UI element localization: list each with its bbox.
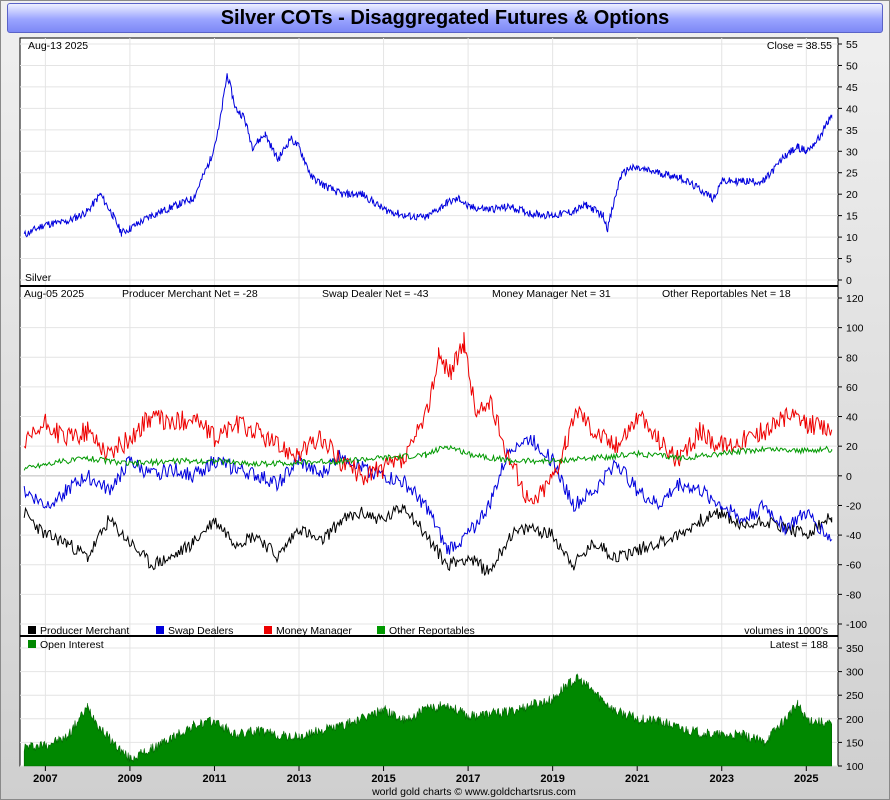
net-y-tick: 40: [846, 412, 858, 424]
net-date-label: Aug-05 2025: [24, 288, 84, 300]
net-y-ticks: -100 -80 -60 -40 -20 0 20 40 60 80 100 120: [838, 293, 867, 631]
x-tick-label: 2019: [540, 773, 564, 785]
legend-swap: Swap Dealers: [168, 625, 233, 637]
x-tick-label: 2009: [118, 773, 142, 785]
oi-y-tick: 250: [846, 690, 864, 702]
legend-money: Money Manager: [276, 625, 352, 637]
swap-net-label: Swap Dealer Net = -43: [322, 288, 429, 300]
x-tick-label: 2015: [371, 773, 395, 785]
net-y-tick: -80: [846, 589, 861, 601]
legend-swatch-producer: [28, 626, 36, 634]
price-y-tick: 55: [846, 39, 858, 51]
price-y-tick: 50: [846, 60, 858, 72]
price-y-tick: 25: [846, 168, 858, 180]
x-tick-label: 2023: [710, 773, 734, 785]
other-net-label: Other Reportables Net = 18: [662, 288, 791, 300]
x-tick-label: 2013: [287, 773, 311, 785]
net-y-tick: 120: [846, 293, 864, 305]
net-series-swap-dealers: [23, 434, 833, 555]
net-y-tick: 60: [846, 382, 858, 394]
silver-series-label: Silver: [25, 272, 52, 284]
oi-y-ticks: 100 150 200 250 300 350: [838, 643, 864, 773]
price-y-tick: 10: [846, 232, 858, 244]
oi-y-tick: 200: [846, 714, 864, 726]
price-y-tick: 20: [846, 189, 858, 201]
legend-swatch-swap: [156, 626, 164, 634]
price-y-tick: 0: [846, 275, 852, 287]
open-interest-series: [23, 673, 832, 767]
volumes-label: volumes in 1000's: [744, 625, 828, 637]
price-date-label: Aug-13 2025: [28, 40, 88, 52]
price-y-tick: 15: [846, 211, 858, 223]
net-y-tick: 80: [846, 352, 858, 364]
net-y-tick: 100: [846, 323, 864, 335]
legend-other: Other Reportables: [389, 625, 475, 637]
net-y-tick: -40: [846, 530, 861, 542]
oi-y-tick: 350: [846, 643, 864, 655]
net-series-money-manager: [23, 332, 833, 505]
net-series-other-reportables: [23, 444, 833, 471]
price-y-ticks: 0 5 10 15 20 25 30 35 40 45 50 55: [838, 39, 858, 287]
price-y-tick: 40: [846, 103, 858, 115]
producer-net-label: Producer Merchant Net = -28: [122, 288, 258, 300]
x-tick-label: 2021: [625, 773, 649, 785]
oi-legend-swatch: [28, 640, 36, 648]
price-y-tick: 5: [846, 254, 852, 266]
oi-y-tick: 100: [846, 761, 864, 773]
x-tick-label: 2007: [33, 773, 57, 785]
oi-y-tick: 150: [846, 737, 864, 749]
legend: Producer Merchant Swap Dealers Money Man…: [28, 625, 475, 637]
silver-price-series: [23, 73, 833, 238]
legend-swatch-money: [264, 626, 272, 634]
latest-label: Latest = 188: [770, 639, 828, 651]
price-y-tick: 45: [846, 82, 858, 94]
x-axis-ticks: 2007 2009 2011 2013 2015 2017 2019 2021 2023 2025: [33, 766, 819, 785]
footer-credit: world gold charts © www.goldchartsrus.co…: [371, 786, 576, 798]
silver-price-line: [23, 73, 833, 238]
oi-y-tick: 300: [846, 667, 864, 679]
net-y-tick: -100: [846, 619, 867, 631]
price-y-tick: 30: [846, 146, 858, 158]
close-label: Close = 38.55: [767, 40, 832, 52]
price-panel: [19, 37, 839, 287]
x-tick-label: 2011: [203, 773, 227, 785]
net-y-tick: 0: [846, 471, 852, 483]
net-position-lines: [23, 332, 833, 576]
legend-producer: Producer Merchant: [40, 625, 129, 637]
net-panel: [19, 285, 839, 637]
net-y-tick: -20: [846, 500, 861, 512]
net-series-producer-merchant: [23, 503, 833, 576]
x-tick-label: 2017: [456, 773, 480, 785]
oi-series-label: Open Interest: [40, 639, 104, 651]
net-y-tick: 20: [846, 441, 858, 453]
net-y-tick: -60: [846, 560, 861, 572]
x-tick-label: 2025: [794, 773, 818, 785]
title-bar: Silver COTs - Disaggregated Futures & Op…: [7, 3, 883, 33]
price-y-tick: 35: [846, 125, 858, 137]
money-manager-net-label: Money Manager Net = 31: [492, 288, 611, 300]
chart-title: Silver COTs - Disaggregated Futures & Op…: [220, 6, 670, 29]
open-interest-area: [23, 673, 832, 767]
legend-swatch-other: [377, 626, 385, 634]
